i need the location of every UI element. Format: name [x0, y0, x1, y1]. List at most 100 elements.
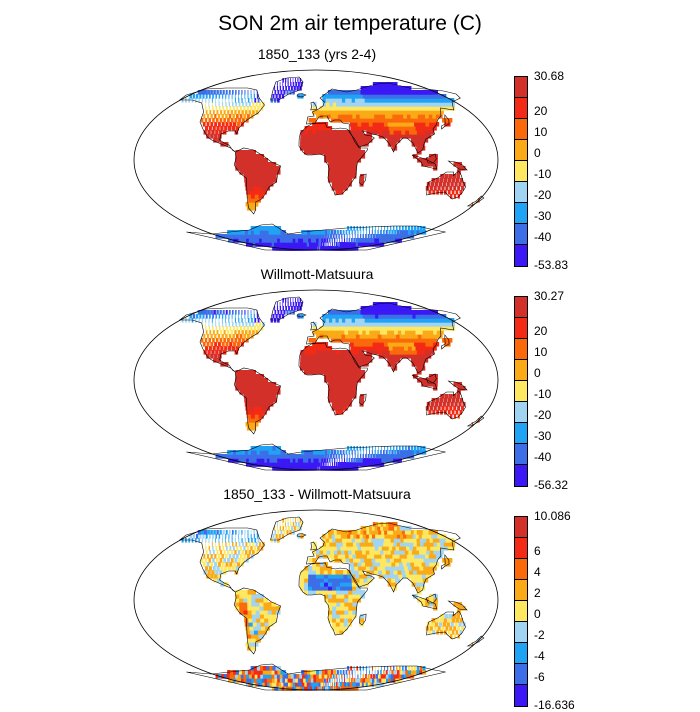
grid-cell	[344, 174, 349, 179]
grid-cell	[343, 138, 349, 143]
grid-cell	[225, 122, 229, 127]
grid-cell	[327, 350, 333, 355]
grid-cell	[391, 582, 397, 587]
grid-cell	[336, 230, 339, 235]
grid-cell	[251, 162, 257, 167]
grid-cell	[348, 614, 353, 619]
grid-cell	[421, 334, 428, 339]
grid-cell	[253, 106, 257, 111]
grid-cell	[304, 578, 309, 583]
colorbar-label: -30	[534, 209, 552, 223]
grid-cell	[343, 406, 348, 411]
grid-cell	[451, 630, 455, 635]
grid-cell	[215, 106, 218, 111]
grid-cell	[364, 678, 369, 683]
grid-cell	[388, 674, 392, 679]
grid-cell	[225, 102, 227, 107]
grid-cell	[243, 554, 247, 559]
grid-cell	[333, 450, 337, 455]
grid-cell	[288, 526, 290, 531]
grid-cell	[350, 534, 356, 539]
grid-cell	[300, 138, 305, 143]
grid-cell	[385, 570, 392, 575]
grid-cell	[372, 454, 376, 459]
grid-cell	[352, 370, 357, 375]
grid-cell	[247, 98, 250, 103]
grid-cell	[433, 330, 441, 335]
grid-cell	[416, 326, 424, 331]
grid-cell	[408, 110, 415, 115]
grid-cell	[237, 550, 241, 555]
grid-cell	[202, 562, 206, 567]
grid-cell	[244, 618, 250, 623]
grid-cell	[381, 226, 382, 231]
grid-cell	[243, 114, 247, 119]
grid-cell	[228, 314, 230, 319]
grid-cell	[347, 398, 353, 403]
grid-cell	[348, 602, 353, 607]
grid-cell	[349, 322, 355, 327]
grid-cell	[239, 598, 244, 603]
grid-cell	[255, 598, 260, 603]
grid-cell	[326, 110, 332, 115]
grid-cell	[316, 358, 321, 363]
grid-cell	[401, 558, 408, 563]
grid-cell	[334, 314, 340, 319]
grid-cell	[319, 326, 324, 331]
grid-cell	[243, 594, 248, 599]
grid-cell	[332, 394, 337, 399]
coastline-new-zealand	[466, 635, 485, 647]
grid-cell	[204, 338, 208, 343]
grid-cell	[360, 614, 365, 619]
grid-cell	[247, 174, 253, 179]
grid-cell	[251, 370, 257, 375]
grid-cell	[380, 122, 386, 127]
grid-cell	[398, 134, 404, 139]
grid-cell	[359, 534, 366, 539]
grid-cell	[282, 78, 284, 83]
grid-cell	[250, 194, 257, 199]
grid-cell	[361, 318, 367, 323]
grid-cell	[325, 318, 331, 323]
grid-cell	[334, 534, 340, 539]
grid-cell	[231, 98, 233, 103]
grid-cell	[355, 550, 361, 555]
grid-cell	[246, 426, 253, 431]
grid-cell	[368, 446, 370, 451]
grid-cell	[338, 538, 344, 543]
grid-cell	[208, 542, 210, 547]
grid-cell	[251, 386, 257, 391]
grid-cell	[234, 570, 239, 575]
grid-cell	[299, 454, 304, 459]
grid-cell	[247, 94, 249, 99]
grid-cell	[416, 230, 421, 235]
grid-cell	[304, 670, 309, 675]
grid-cell	[287, 82, 289, 87]
grid-cell	[399, 326, 406, 331]
grid-cell	[322, 542, 327, 547]
grid-cell	[239, 602, 244, 607]
grid-cell	[347, 546, 353, 551]
grid-cell	[252, 182, 258, 187]
grid-cell	[421, 562, 428, 567]
grid-cell	[272, 446, 279, 451]
grid-cell	[215, 558, 219, 563]
grid-cell	[344, 614, 349, 619]
grid-cell	[326, 458, 329, 463]
grid-cell	[370, 570, 376, 575]
grid-cell	[220, 550, 223, 555]
grid-cell	[429, 598, 434, 603]
grid-cell	[330, 90, 336, 95]
grid-cell	[450, 194, 453, 199]
grid-cell	[247, 314, 249, 319]
grid-cell	[342, 530, 348, 535]
grid-cell	[351, 574, 357, 579]
grid-cell	[324, 454, 327, 459]
grid-cell	[352, 386, 357, 391]
grid-cell	[367, 98, 374, 103]
grid-cell	[321, 230, 325, 235]
grid-cell	[402, 574, 408, 579]
grid-cell	[243, 150, 248, 155]
grid-cell	[319, 138, 325, 143]
grid-cell	[354, 98, 361, 103]
